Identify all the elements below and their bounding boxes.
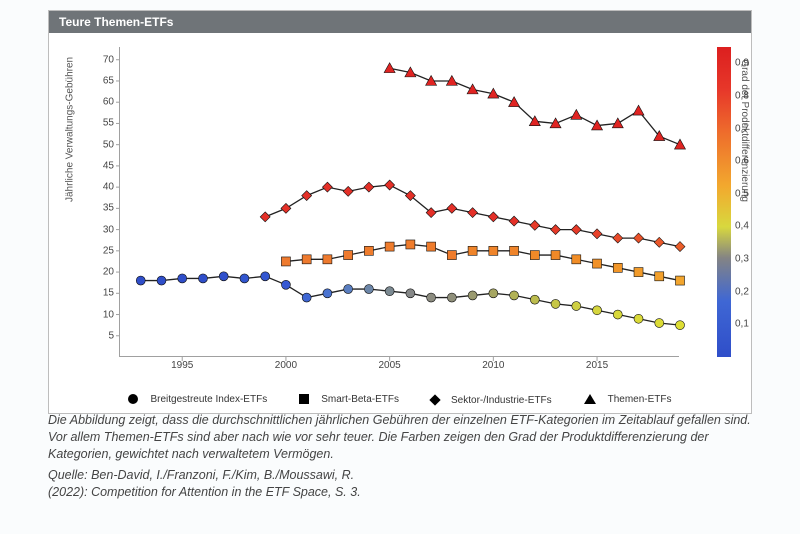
y-tick: 65 bbox=[84, 75, 114, 86]
caption-source-2: (2022): Competition for Attention in the… bbox=[48, 484, 752, 501]
caption: Die Abbildung zeigt, dass die durchschni… bbox=[48, 412, 752, 500]
plot-region: Jährliche Verwaltungs-Gebühren 510152025… bbox=[119, 47, 679, 357]
legend-label: Sektor-/Industrie-ETFs bbox=[451, 395, 552, 406]
y-tick: 30 bbox=[84, 224, 114, 235]
chart-panel: Teure Themen-ETFs Jährliche Verwaltungs-… bbox=[48, 10, 752, 414]
legend-item: Breitgestreute Index-ETFs bbox=[120, 394, 275, 405]
legend: Breitgestreute Index-ETFs Smart-Beta-ETFs… bbox=[49, 394, 751, 408]
y-tick: 40 bbox=[84, 182, 114, 193]
x-tick: 2010 bbox=[482, 360, 504, 371]
caption-text: Die Abbildung zeigt, dass die durchschni… bbox=[48, 412, 752, 463]
legend-label: Themen-ETFs bbox=[608, 394, 672, 405]
caption-source-1: Quelle: Ben-David, I./Franzoni, F./Kim, … bbox=[48, 467, 752, 484]
legend-label: Smart-Beta-ETFs bbox=[321, 394, 399, 405]
y-tick: 60 bbox=[84, 97, 114, 108]
colorbar-tick: 0,6 bbox=[735, 156, 749, 167]
colorbar-tick: 0,8 bbox=[735, 90, 749, 101]
y-axis-label: Jährliche Verwaltungs-Gebühren bbox=[65, 56, 76, 201]
colorbar-tick: 0,9 bbox=[735, 58, 749, 69]
y-tick: 70 bbox=[84, 54, 114, 65]
colorbar-tick: 0,7 bbox=[735, 123, 749, 134]
chart-title: Teure Themen-ETFs bbox=[49, 11, 751, 33]
y-tick: 15 bbox=[84, 288, 114, 299]
legend-item: Themen-ETFs bbox=[576, 394, 680, 405]
x-tick: 2000 bbox=[275, 360, 297, 371]
y-tick: 55 bbox=[84, 118, 114, 129]
y-tick: 5 bbox=[84, 330, 114, 341]
y-tick: 10 bbox=[84, 309, 114, 320]
x-tick: 2015 bbox=[586, 360, 608, 371]
colorbar-tick: 0,2 bbox=[735, 286, 749, 297]
colorbar-tick: 0,1 bbox=[735, 319, 749, 330]
legend-label: Breitgestreute Index-ETFs bbox=[150, 394, 267, 405]
y-tick: 20 bbox=[84, 267, 114, 278]
colorbar-tick: 0,3 bbox=[735, 254, 749, 265]
x-tick: 1995 bbox=[171, 360, 193, 371]
chart-svg bbox=[120, 47, 679, 356]
x-tick: 2005 bbox=[379, 360, 401, 371]
colorbar-tick: 0,5 bbox=[735, 188, 749, 199]
colorbar-tick: 0,4 bbox=[735, 221, 749, 232]
legend-item: Smart-Beta-ETFs bbox=[291, 394, 407, 405]
legend-item: Sektor-/Industrie-ETFs bbox=[423, 395, 560, 406]
y-tick: 45 bbox=[84, 160, 114, 171]
colorbar: Grad der Produktdifferenzierung 0,10,20,… bbox=[717, 47, 731, 357]
chart-area: Jährliche Verwaltungs-Gebühren 5 10 15 20 25… bbox=[49, 33, 751, 413]
y-tick: 35 bbox=[84, 203, 114, 214]
y-tick: 50 bbox=[84, 139, 114, 150]
y-tick: 25 bbox=[84, 245, 114, 256]
